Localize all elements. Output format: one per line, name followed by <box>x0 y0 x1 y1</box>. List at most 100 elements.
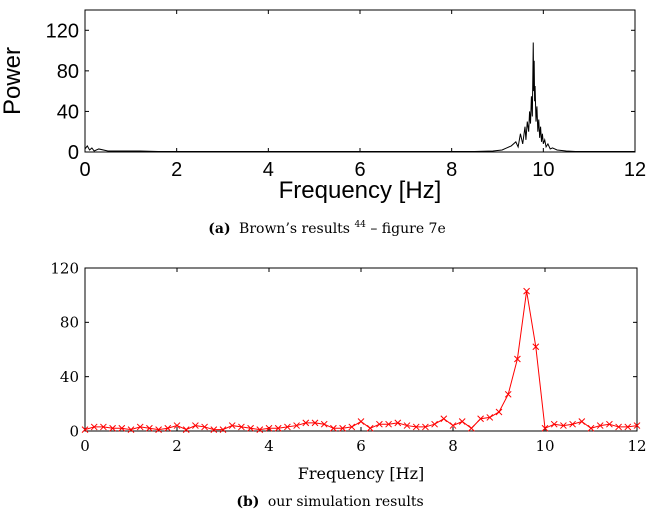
chart-b-data-point <box>256 426 264 433</box>
chart-b-marker-stroke <box>109 424 116 432</box>
chart-b-marker-stroke <box>504 390 512 398</box>
chart-b-marker-stroke <box>615 423 622 431</box>
chart-b-marker-stroke <box>440 415 448 423</box>
chart-b-caption: (b) our simulation results <box>236 494 423 510</box>
chart-b-marker-stroke <box>458 418 466 425</box>
chart-b-marker-stroke <box>330 424 337 432</box>
chart-b-data-point <box>615 423 622 431</box>
chart-b-marker-stroke <box>523 287 530 295</box>
chart-b-data-point <box>348 423 356 431</box>
chart-b-data-point <box>100 423 107 431</box>
chart-b-marker-stroke <box>541 424 549 432</box>
chart-b-marker-stroke <box>550 420 558 428</box>
chart-b-marker-stroke <box>90 423 98 431</box>
chart-b-data-point <box>81 426 89 433</box>
chart-b-x-tick-label: 2 <box>172 437 182 455</box>
chart-b-data-point <box>330 424 337 432</box>
chart-b-marker-stroke <box>596 422 604 429</box>
chart-a-y-tick-label: 40 <box>57 101 79 123</box>
chart-b-data-point <box>569 420 576 428</box>
chart-b-data-point <box>606 420 613 428</box>
chart-b-marker-stroke <box>210 426 218 433</box>
chart-b-data-point <box>311 419 319 427</box>
chart-b-y-tick-label: 120 <box>50 259 79 277</box>
chart-b-data-point <box>274 424 282 432</box>
chart-b-marker-stroke <box>606 420 613 428</box>
chart-b-marker-stroke <box>256 426 264 433</box>
chart-b-marker-stroke <box>284 423 291 431</box>
chart-a-y-ticks: 0 40 80 120 <box>46 20 635 164</box>
chart-b-data-point <box>449 422 457 429</box>
chart-b-data-point <box>109 424 116 432</box>
chart-b-marker-stroke <box>468 424 475 432</box>
chart-b-marker-stroke <box>173 422 181 429</box>
chart-b-x-axis-label: Frequency [Hz] <box>298 464 425 483</box>
chart-b-data-point <box>173 422 181 429</box>
chart-b-data-point <box>578 418 586 425</box>
chart-b-x-tick-label: 12 <box>627 437 646 455</box>
chart-a-caption: (a) Brown’s results 44 – figure 7e <box>208 215 446 237</box>
chart-b-x-axis-label-text: Frequency [Hz] <box>298 464 425 483</box>
chart-b-marker-stroke <box>265 424 273 432</box>
chart-a-y-tick-label: 120 <box>46 20 79 42</box>
chart-b-data-point <box>624 423 632 431</box>
chart-b-marker-stroke <box>127 426 135 433</box>
chart-b-marker-stroke <box>238 423 245 431</box>
chart-b-series-line <box>84 291 638 431</box>
chart-b-data-point <box>458 418 466 425</box>
chart-b-data-point <box>486 414 494 421</box>
chart-a-y-axis-label: Power <box>0 47 26 115</box>
chart-b-marker-stroke <box>274 424 282 432</box>
chart-b-data-point <box>127 426 135 433</box>
chart-b-x-ticks: 0 2 4 6 8 10 12 <box>80 268 647 455</box>
chart-b-data-point <box>633 422 641 429</box>
chart-b-data-point <box>523 287 530 295</box>
chart-b-data-point <box>385 420 392 428</box>
chart-b-marker-stroke <box>293 422 300 429</box>
chart-b-marker-stroke <box>201 423 208 431</box>
chart-b-data-point <box>182 426 190 433</box>
chart-b-marker-stroke <box>247 424 254 432</box>
chart-b-marker-stroke <box>366 424 374 432</box>
chart-b-series <box>81 287 641 433</box>
chart-b-marker-stroke <box>219 426 227 433</box>
chart-b-y-tick-label: 80 <box>60 314 79 332</box>
chart-b-marker-stroke <box>495 408 503 416</box>
chart-b-data-point <box>219 426 227 433</box>
chart-b-marker-stroke <box>477 415 484 423</box>
chart-b-marker-stroke <box>182 426 190 433</box>
chart-b-marker-stroke <box>118 424 126 432</box>
chart-b-marker-stroke <box>578 418 586 425</box>
chart-b-data-point <box>560 422 567 429</box>
chart-b-data-point <box>238 423 245 431</box>
chart-b-marker-stroke <box>431 420 438 428</box>
chart-b-data-point <box>440 415 448 423</box>
chart-b-marker-stroke <box>376 420 383 428</box>
chart-b-marker-stroke <box>412 423 420 431</box>
chart-b-marker-stroke <box>394 419 402 427</box>
chart-b-marker-stroke <box>385 420 392 428</box>
chart-b-data-point <box>550 420 558 428</box>
chart-b-marker-stroke <box>587 424 595 432</box>
chart-b-marker-stroke <box>146 424 153 432</box>
chart-b-marker-stroke <box>155 426 162 433</box>
chart-b-data-point <box>118 424 126 432</box>
chart-a-y-tick-label: 0 <box>68 142 79 164</box>
chart-a-x-ticks: 0 2 4 6 8 10 12 <box>79 10 646 181</box>
chart-b-data-point <box>366 424 374 432</box>
chart-b-marker-stroke <box>228 422 236 429</box>
chart-b-marker-stroke <box>302 419 310 427</box>
chart-b-marker-stroke <box>357 418 365 425</box>
chart-b-data-point <box>431 420 438 428</box>
chart-b-marker-stroke <box>100 423 107 431</box>
chart-b-x-tick-label: 0 <box>80 437 90 455</box>
chart-b-marker-stroke <box>339 424 346 432</box>
chart-a-caption-label: (a) <box>208 221 230 237</box>
chart-b-caption-label: (b) <box>236 494 259 510</box>
chart-b-data-point <box>146 424 153 432</box>
chart-b-y-tick-label: 0 <box>69 422 79 440</box>
chart-b-data-point <box>532 343 540 351</box>
chart-b-marker-stroke <box>311 419 319 427</box>
chart-a-x-tick-label: 6 <box>354 159 365 181</box>
chart-b-data-point <box>192 422 199 429</box>
